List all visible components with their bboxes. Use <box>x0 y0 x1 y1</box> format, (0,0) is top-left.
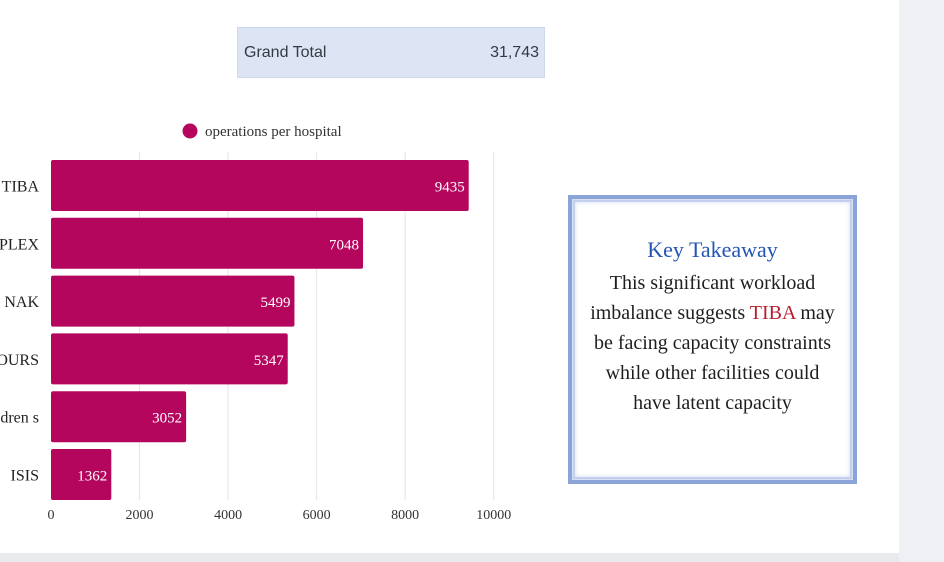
x-tick-label: 4000 <box>214 508 242 523</box>
bottom-strip <box>0 553 899 562</box>
bar-chart: operations per hospital 9435 7048 5499 5347… <box>0 123 511 523</box>
key-takeaway-title: Key Takeaway <box>647 237 778 262</box>
bar-value-label: 1362 <box>77 469 107 485</box>
bar-value-label: 5499 <box>260 295 290 311</box>
bar-value-label: 9435 <box>435 180 465 196</box>
bar <box>51 217 364 269</box>
legend-marker <box>182 123 198 139</box>
bar-value-label: 5347 <box>254 353 285 369</box>
grand-total-box: Grand Total 31,743 <box>237 27 545 78</box>
bar-value-label: 3052 <box>152 411 182 427</box>
takeaway-text-after: may be facing capacity constraints while… <box>593 302 835 414</box>
grand-total-value: 31,743 <box>490 44 539 61</box>
bar <box>51 160 469 211</box>
bar <box>51 275 295 327</box>
bar <box>51 449 112 500</box>
category-label: NAK <box>4 294 39 311</box>
bar <box>51 391 187 443</box>
key-takeaway-text: This significant workload imbalance sugg… <box>586 268 839 418</box>
legend-label: operations per hospital <box>205 124 342 140</box>
takeaway-highlight: TIBA <box>749 302 796 324</box>
category-label: PLEX <box>0 236 39 253</box>
x-tick-label: 10000 <box>476 508 511 523</box>
x-tick-label: 0 <box>48 508 55 523</box>
category-label: TIBA <box>2 179 40 196</box>
x-tick-label: 6000 <box>303 508 331 523</box>
x-tick-label: 2000 <box>126 508 154 523</box>
grand-total-label: Grand Total <box>244 44 327 61</box>
bar-value-label: 7048 <box>329 237 359 253</box>
right-panel <box>899 0 944 562</box>
takeaway-text-before: This significant workload imbalance sugg… <box>590 272 816 324</box>
category-label: OURS <box>0 352 39 369</box>
key-takeaway-box: Key Takeaway This significant workload i… <box>568 195 857 484</box>
category-label: dren s <box>0 410 39 427</box>
x-tick-label: 8000 <box>391 508 419 523</box>
bar <box>51 333 288 385</box>
category-label: ISIS <box>11 468 39 485</box>
